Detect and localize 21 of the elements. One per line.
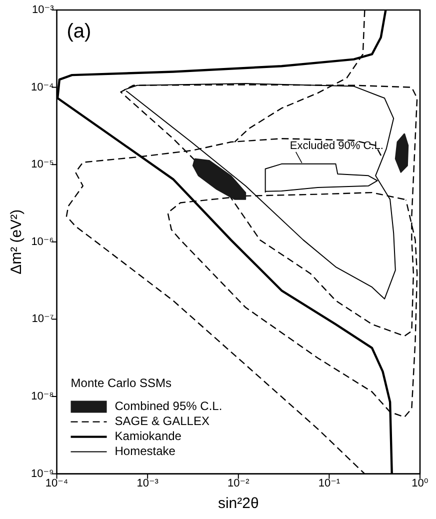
annotation: Excluded 90% C.L. bbox=[290, 140, 384, 152]
x-tick-label: 10⁰ bbox=[412, 477, 429, 490]
legend-label: Kamiokande bbox=[114, 429, 182, 444]
legend-label: Combined 95% C.L. bbox=[114, 399, 222, 414]
x-tick-label: 10⁻⁴ bbox=[45, 477, 68, 490]
legend-label: Homestake bbox=[114, 444, 176, 458]
y-tick-label: 10⁻³ bbox=[32, 4, 54, 16]
y-tick-label: 10⁻⁹ bbox=[31, 468, 54, 480]
y-tick-label: 10⁻⁸ bbox=[31, 390, 54, 403]
legend-title: Monte Carlo SSMs bbox=[70, 376, 172, 390]
y-tick-label: 10⁻⁶ bbox=[31, 236, 54, 248]
x-tick-label: 10⁻¹ bbox=[318, 477, 340, 490]
x-axis-title: sin²2θ bbox=[218, 495, 259, 512]
y-tick-label: 10⁻⁵ bbox=[31, 158, 54, 171]
y-tick-label: 10⁻⁴ bbox=[30, 81, 54, 94]
y-tick-label: 10⁻⁷ bbox=[32, 313, 54, 326]
annotation: (a) bbox=[66, 20, 92, 43]
x-tick-label: 10⁻³ bbox=[136, 477, 159, 490]
legend-label: SAGE & GALLEX bbox=[114, 414, 210, 428]
y-axis-title: Δm² (eV²) bbox=[8, 209, 26, 274]
x-tick-label: 10⁻² bbox=[228, 477, 250, 490]
